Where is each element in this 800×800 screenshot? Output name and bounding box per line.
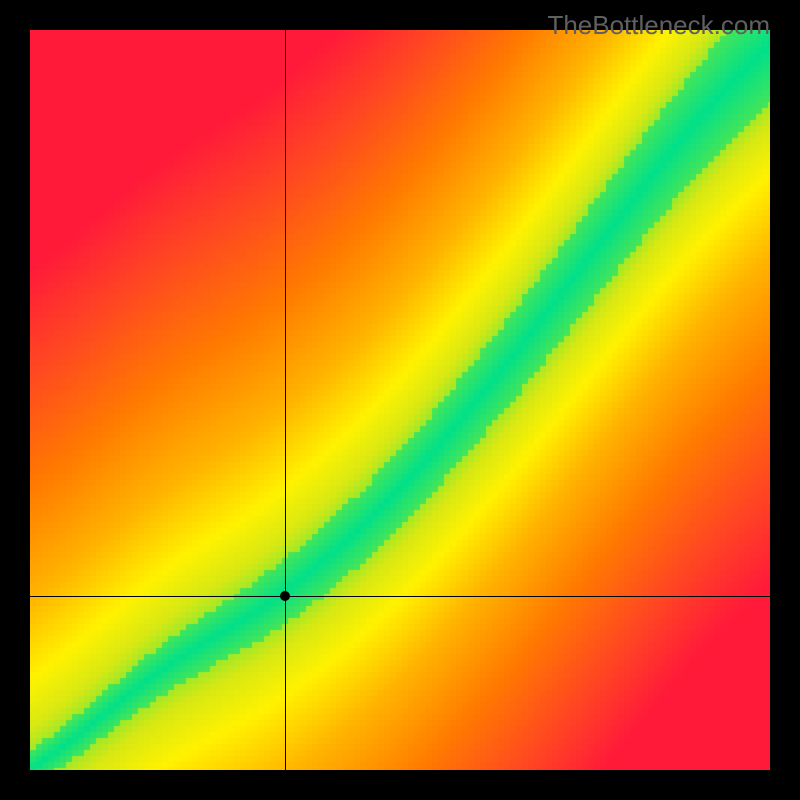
bottleneck-heatmap — [30, 30, 770, 770]
heatmap-canvas — [30, 30, 770, 770]
watermark-text: TheBottleneck.com — [547, 10, 770, 41]
